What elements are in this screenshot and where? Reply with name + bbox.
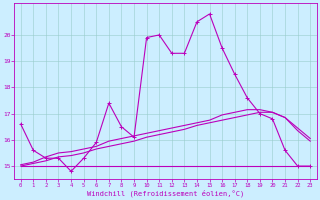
X-axis label: Windchill (Refroidissement éolien,°C): Windchill (Refroidissement éolien,°C) — [87, 189, 244, 197]
